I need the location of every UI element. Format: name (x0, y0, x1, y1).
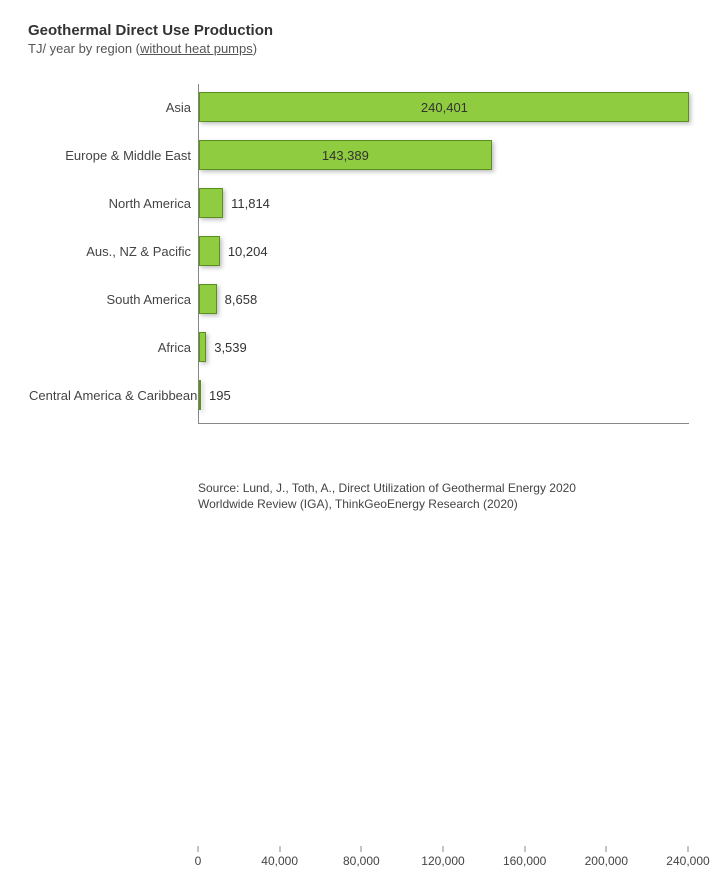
bar-row: Aus., NZ & Pacific10,204 (199, 236, 689, 266)
plot-area: Asia240,401 Europe & Middle East143,389 No… (198, 84, 689, 424)
subtitle-underlined: without heat pumps (140, 41, 253, 56)
chart-source: Source: Lund, J., Toth, A., Direct Utili… (198, 480, 699, 512)
chart-container: Geothermal Direct Use Production TJ/ yea… (0, 0, 727, 526)
bar-value-label: 10,204 (228, 244, 268, 259)
x-tick-label: 200,000 (585, 854, 628, 868)
category-label: North America (29, 196, 199, 211)
x-tick-label: 120,000 (421, 854, 464, 868)
category-label: South America (29, 292, 199, 307)
bar-value-label: 240,401 (421, 100, 468, 115)
bar-value-label: 143,389 (322, 148, 369, 163)
bar-row: Europe & Middle East143,389 (199, 140, 689, 170)
bar (199, 188, 223, 218)
subtitle-prefix: TJ/ year by region ( (28, 41, 140, 56)
x-tick-label: 160,000 (503, 854, 546, 868)
category-label: Central America & Caribbean (29, 388, 199, 403)
source-line-1: Source: Lund, J., Toth, A., Direct Utili… (198, 480, 699, 496)
x-tick-label: 240,000 (666, 854, 709, 868)
x-tick-label: 80,000 (343, 854, 380, 868)
bar-value-label: 195 (209, 388, 231, 403)
x-tick-label: 40,000 (261, 854, 298, 868)
bar-value-label: 3,539 (214, 340, 247, 355)
bar-row: North America11,814 (199, 188, 689, 218)
x-tick-mark (198, 846, 199, 852)
category-label: Asia (29, 100, 199, 115)
x-tick-mark (443, 846, 444, 852)
chart-subtitle: TJ/ year by region (without heat pumps) (28, 41, 699, 56)
category-label: Europe & Middle East (29, 148, 199, 163)
x-tick-mark (361, 846, 362, 852)
subtitle-suffix: ) (253, 41, 257, 56)
bar (199, 284, 217, 314)
chart-title: Geothermal Direct Use Production (28, 22, 699, 39)
bar-value-label: 8,658 (225, 292, 258, 307)
bar-value-label: 11,814 (231, 196, 270, 211)
bar-row: South America8,658 (199, 284, 689, 314)
source-line-2: Worldwide Review (IGA), ThinkGeoEnergy R… (198, 496, 699, 512)
bar (199, 332, 206, 362)
bar-row: Central America & Caribbean195 (199, 380, 689, 410)
x-tick-mark (688, 846, 689, 852)
category-label: Aus., NZ & Pacific (29, 244, 199, 259)
x-tick-label: 0 (195, 854, 202, 868)
category-label: Africa (29, 340, 199, 355)
x-tick-mark (524, 846, 525, 852)
bar (199, 380, 201, 410)
bar-row: Africa3,539 (199, 332, 689, 362)
x-tick-mark (279, 846, 280, 852)
x-tick-mark (606, 846, 607, 852)
bar-row: Asia240,401 (199, 92, 689, 122)
x-axis: 040,00080,000120,000160,000200,000240,00… (198, 850, 689, 872)
bar (199, 236, 220, 266)
